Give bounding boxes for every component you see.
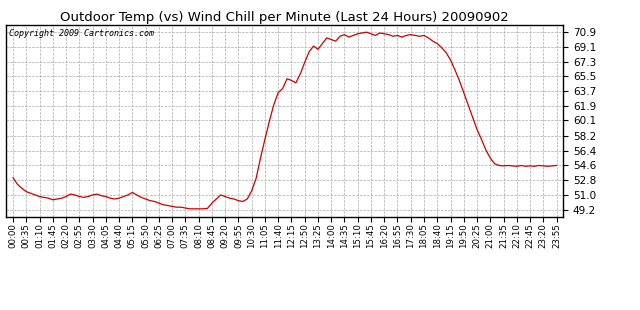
Title: Outdoor Temp (vs) Wind Chill per Minute (Last 24 Hours) 20090902: Outdoor Temp (vs) Wind Chill per Minute … xyxy=(60,11,509,24)
Text: Copyright 2009 Cartronics.com: Copyright 2009 Cartronics.com xyxy=(9,29,154,38)
